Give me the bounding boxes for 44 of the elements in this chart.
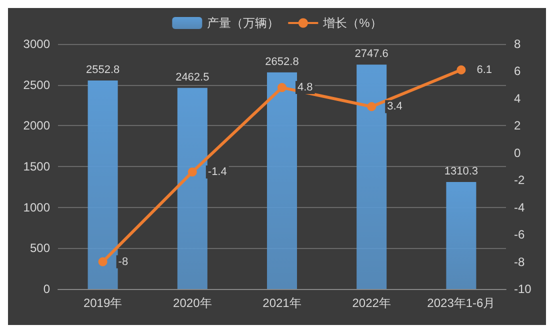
x-tick-label: 2023年1-6月 [427, 296, 496, 310]
x-tick-label: 2022年 [352, 296, 391, 310]
point [98, 257, 108, 266]
legend-label: 增长（%） [322, 16, 382, 30]
y2-tick-label: -2 [514, 173, 525, 188]
y2-tick-label: 6 [514, 64, 521, 78]
data-label: 4.8 [298, 82, 313, 94]
y2-tick-label: 2 [514, 118, 521, 133]
y2-tick-label: -6 [514, 228, 525, 242]
y-tick-label: 0 [43, 282, 50, 296]
x-tick-label: 2021年 [262, 296, 302, 310]
point [367, 102, 376, 112]
point [188, 167, 197, 176]
y2-tick-label: -10 [514, 282, 532, 296]
y-tick-label: 1500 [23, 160, 50, 174]
point [456, 65, 466, 74]
data-label: 2552.8 [86, 64, 120, 76]
bar [267, 72, 297, 289]
y2-tick-label: -8 [514, 254, 525, 269]
data-label: 3.4 [387, 100, 402, 113]
y-tick-label: 3000 [23, 37, 50, 51]
x-tick-label: 2020年 [173, 296, 212, 310]
y-tick-label: 1000 [23, 200, 50, 214]
y2-tick-label: 4 [514, 91, 521, 106]
bar [446, 182, 476, 289]
x-tick-label: 2019年 [83, 296, 122, 310]
data-label: 2462.5 [176, 71, 210, 84]
y2-tick-label: 0 [514, 146, 521, 160]
bar [356, 64, 387, 289]
data-label: 1310.3 [444, 165, 478, 178]
y2-tick-label: -4 [514, 200, 525, 214]
y-tick-label: 2000 [23, 118, 50, 133]
data-label: 2652.8 [265, 56, 299, 68]
y-tick-label: 500 [30, 241, 50, 256]
data-label: 2747.6 [354, 48, 388, 60]
y2-tick-label: 8 [514, 37, 521, 51]
point [278, 83, 286, 92]
y-tick-label: 2500 [23, 78, 50, 92]
bar [177, 88, 208, 289]
data-label: 6.1 [476, 64, 492, 76]
data-label: -1.4 [208, 166, 227, 178]
bar [88, 80, 118, 289]
data-label: -8 [118, 256, 128, 268]
legend-label: 产量（万辆） [207, 16, 280, 30]
